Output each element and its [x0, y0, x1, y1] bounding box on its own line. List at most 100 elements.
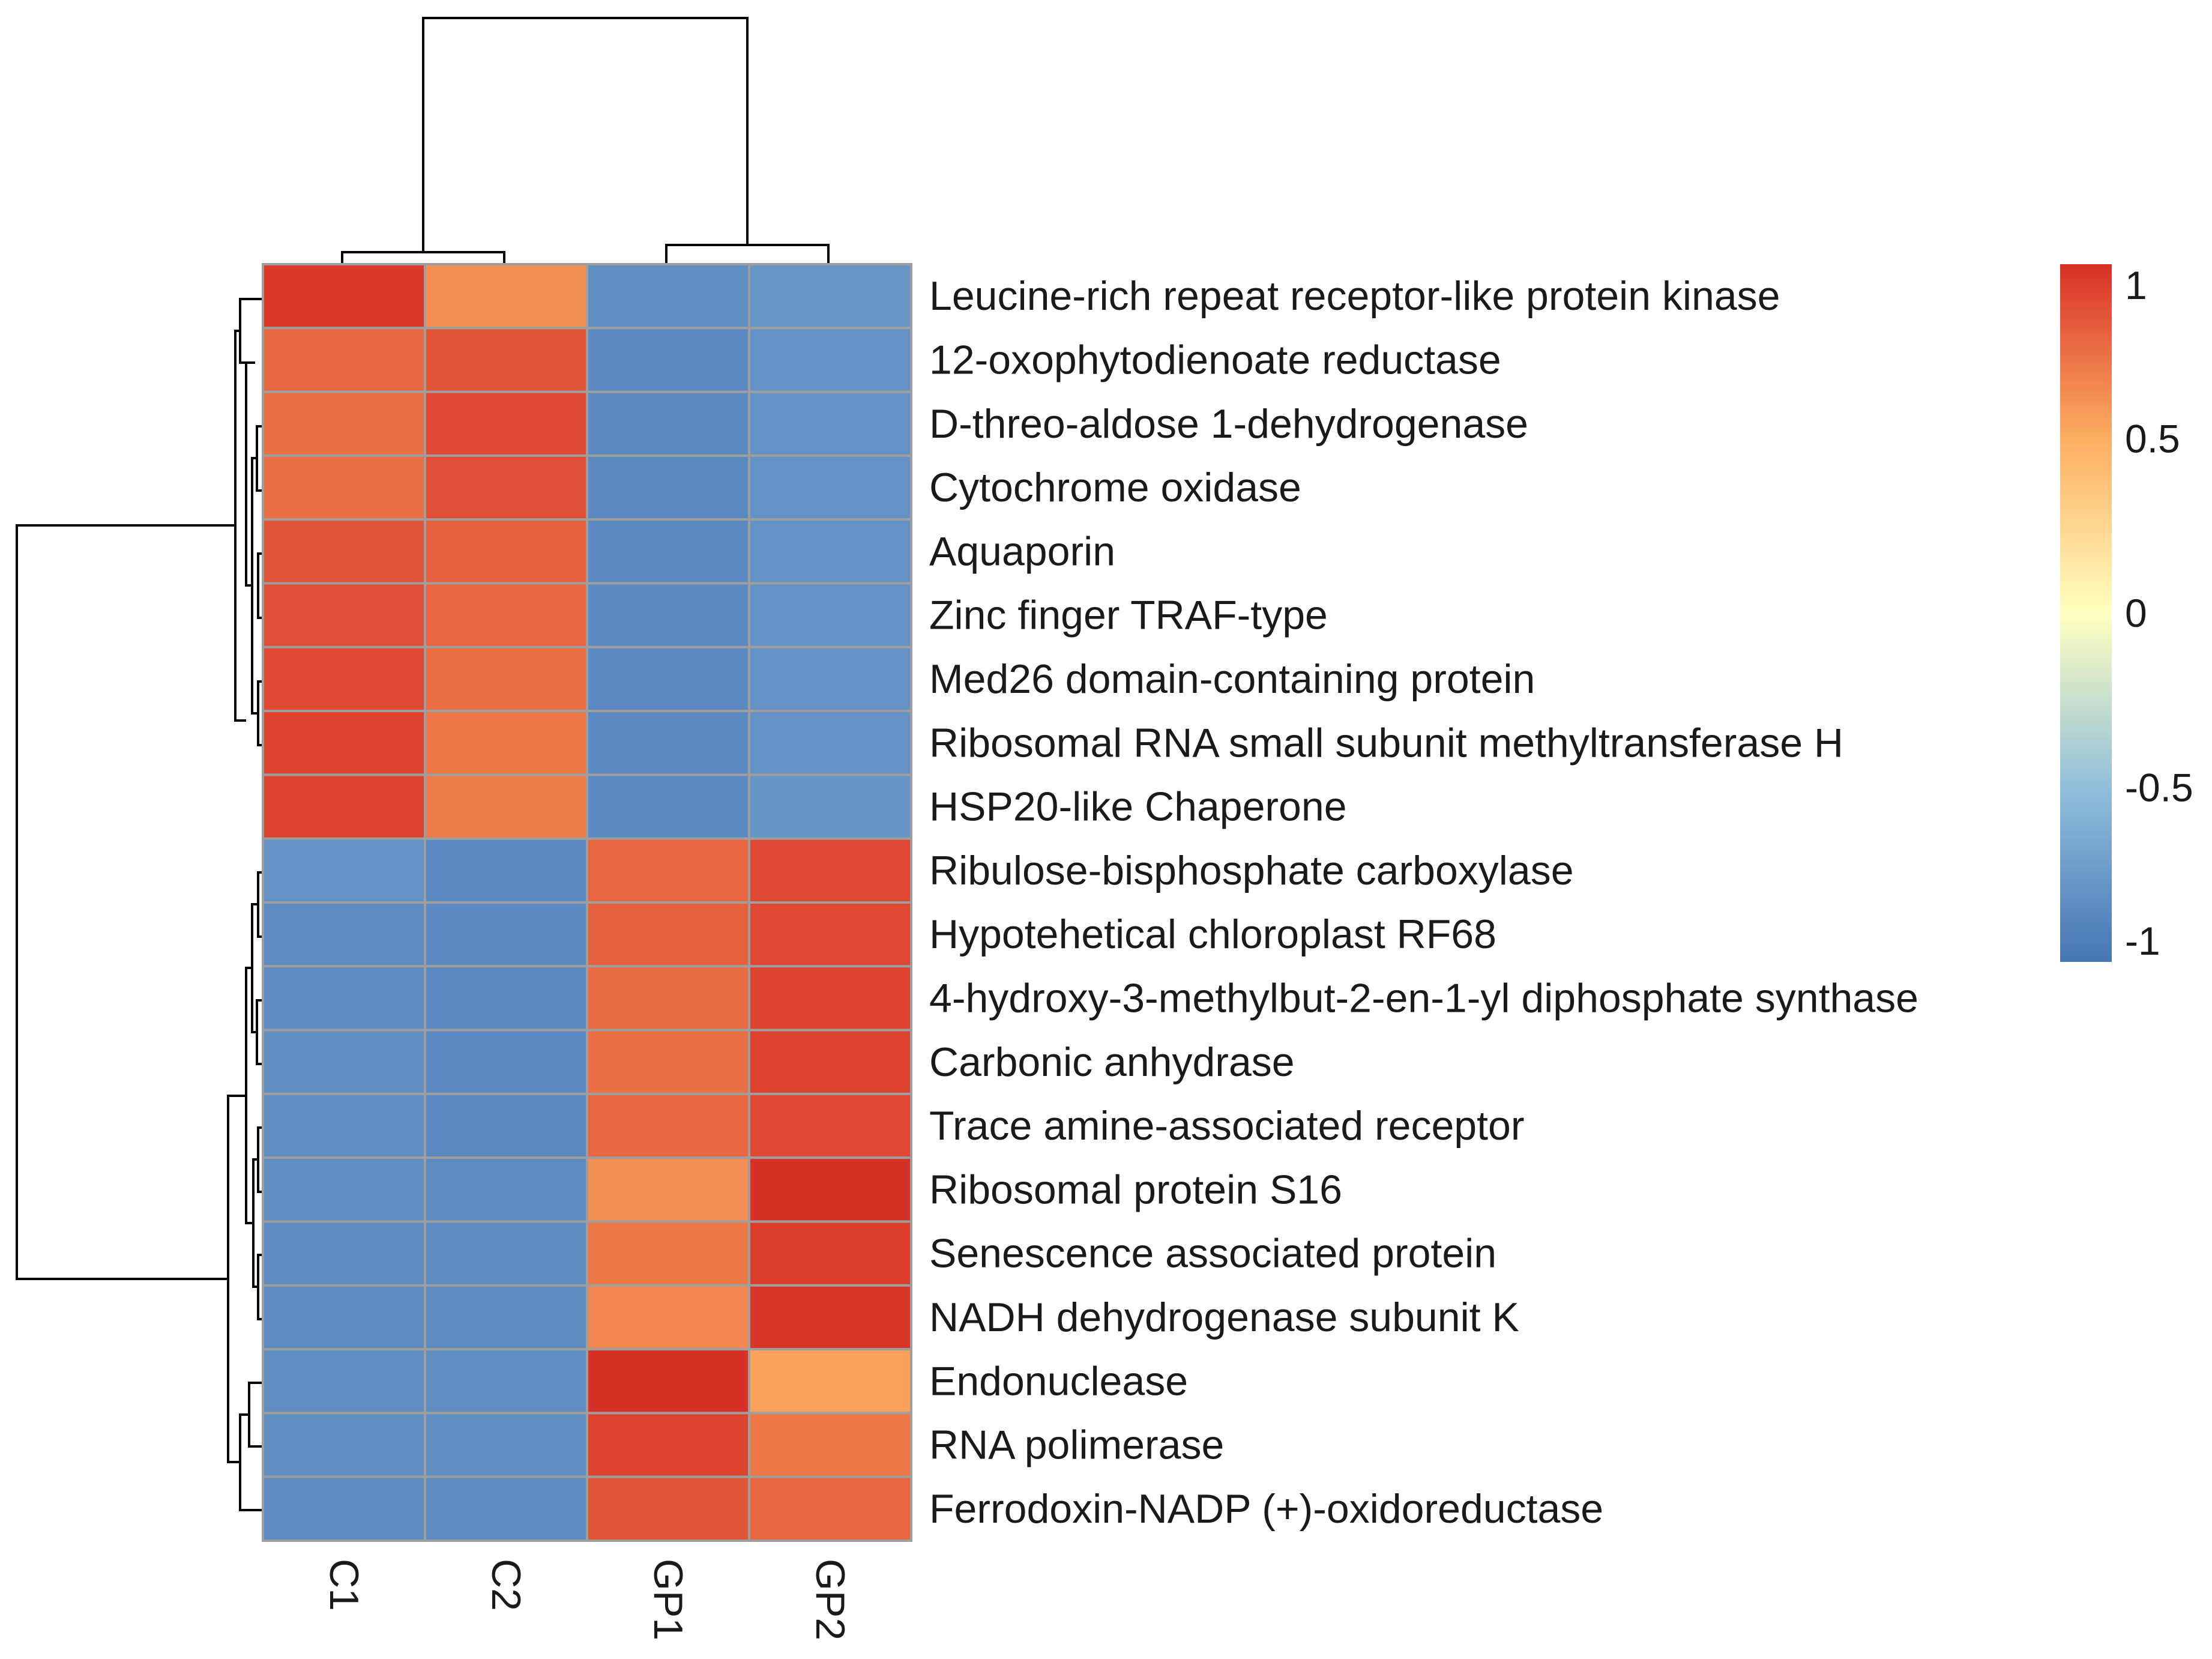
row-label-cytochrome-oxidase: Cytochrome oxidase: [929, 465, 1301, 510]
heatmap-cell-r14-gp1: [586, 1156, 750, 1223]
heatmap-cell-r13-gp2: [748, 1092, 912, 1159]
heatmap-cell-r17-c1: [262, 1348, 426, 1415]
heatmap-cell-r5-gp1: [586, 582, 750, 648]
row-label-med26-domain-containing-protein: Med26 domain-containing protein: [929, 656, 1535, 702]
heatmap-cell-r8-gp2: [748, 773, 912, 840]
row-label-ribosomal-rna-small-subunit-methyltransferase-h: Ribosomal RNA small subunit methyltransf…: [929, 720, 1843, 766]
heatmap-cell-r3-gp2: [748, 454, 912, 521]
heatmap-cell-r13-gp1: [586, 1092, 750, 1159]
col-label-gp1: GP1: [645, 1559, 691, 1640]
heatmap-cell-r7-c2: [424, 710, 588, 776]
row-label-zinc-finger-traf-type: Zinc finger TRAF-type: [929, 593, 1328, 638]
heatmap-cell-r4-c1: [262, 518, 426, 585]
row-label-nadh-dehydrogenase-subunit-k: NADH dehydrogenase subunit K: [929, 1295, 1519, 1340]
heatmap-cell-r17-c2: [424, 1348, 588, 1415]
row-label-aquaporin: Aquaporin: [929, 528, 1115, 574]
heatmap-cell-r13-c1: [262, 1092, 426, 1159]
col-dendro-root: [422, 17, 749, 252]
heatmap-cell-r5-gp2: [748, 582, 912, 648]
heatmap-cell-r10-c2: [424, 901, 588, 968]
heatmap-cell-r2-gp1: [586, 390, 750, 457]
heatmap-cell-r14-c1: [262, 1156, 426, 1223]
heatmap-cell-r12-gp1: [586, 1029, 750, 1095]
row-label-4-hydroxy-3-methylbut-2-en-1-yl-diphosphate-synthase: 4-hydroxy-3-methylbut-2-en-1-yl diphosph…: [929, 975, 1918, 1021]
heatmap-cell-r9-c1: [262, 837, 426, 904]
heatmap-cell-r7-gp1: [586, 710, 750, 776]
heatmap-cell-r16-c2: [424, 1284, 588, 1351]
heatmap-cell-r6-gp1: [586, 645, 750, 713]
row-label-trace-amine-associated-receptor: Trace amine-associated receptor: [929, 1103, 1524, 1149]
row-dendro-upper-f: [245, 361, 255, 587]
heatmap-cell-r18-c2: [424, 1412, 588, 1478]
row-label-ribulose-bisphosphate-carboxylase: Ribulose-bisphosphate carboxylase: [929, 848, 1574, 893]
heatmap-cell-r6-gp2: [748, 645, 912, 713]
heatmap-cell-r15-gp2: [748, 1220, 912, 1287]
heatmap-cell-r17-gp2: [748, 1348, 912, 1415]
row-label-senescence-associated-protein: Senescence associated protein: [929, 1231, 1496, 1277]
row-dendro-upper-c: [257, 552, 263, 619]
legend-tick-label: -1: [2125, 919, 2160, 963]
row-label-leucine-rich-repeat-receptor-like-protein-kinase: Leucine-rich repeat receptor-like protei…: [929, 273, 1780, 319]
heatmap-cell-r19-c2: [424, 1475, 588, 1542]
heatmap-cell-r4-gp2: [748, 518, 912, 585]
row-label-12-oxophytodienoate-reductase: 12-oxophytodienoate reductase: [929, 337, 1501, 382]
legend-tick-label: 0.5: [2125, 417, 2180, 461]
heatmap-cell-r16-gp1: [586, 1284, 750, 1351]
column-labels: C1 C2 GP1 GP2: [321, 1559, 853, 1640]
heatmap-cell-r2-c1: [262, 390, 426, 457]
heatmap-cell-r12-c1: [262, 1029, 426, 1095]
heatmap-cell-r8-gp1: [586, 773, 750, 840]
heatmap-cell-r3-c2: [424, 454, 588, 521]
legend-tick-label: -0.5: [2125, 766, 2193, 810]
heatmap-cell-r1-gp1: [586, 327, 750, 393]
row-dendro-lower-h: [239, 1413, 263, 1511]
heatmap-cell-r13-c2: [424, 1092, 588, 1159]
heatmap-cell-r18-gp2: [748, 1412, 912, 1478]
heatmap-cell-r16-c1: [262, 1284, 426, 1351]
row-label-hsp20-like-chaperone: HSP20-like Chaperone: [929, 784, 1347, 830]
heatmap-cell-r1-gp2: [748, 327, 912, 393]
heatmap-cell-r2-gp2: [748, 390, 912, 457]
heatmap-cell-r10-gp1: [586, 901, 750, 968]
col-dendro-gp1-gp2: [665, 244, 830, 264]
heatmap-cell-r8-c2: [424, 773, 588, 840]
heatmap-cell-r4-gp1: [586, 518, 750, 585]
heatmap-cell-r0-c2: [424, 263, 588, 330]
heatmap-cell-r12-gp2: [748, 1029, 912, 1095]
row-label-carbonic-anhydrase: Carbonic anhydrase: [929, 1039, 1295, 1085]
col-label-c1: C1: [321, 1559, 367, 1611]
heatmap-cell-r11-gp1: [586, 965, 750, 1032]
heatmap-cell-r8-c1: [262, 773, 426, 840]
heatmap-cell-r2-c2: [424, 390, 588, 457]
heatmap-cell-r18-c1: [262, 1412, 426, 1478]
row-dendro-root: [16, 524, 235, 1280]
heatmap-cell-r15-gp1: [586, 1220, 750, 1287]
heatmap-cell-r3-c1: [262, 454, 426, 521]
heatmap-cell-r11-c1: [262, 965, 426, 1032]
heatmap-cell-r16-gp2: [748, 1284, 912, 1351]
heatmap-cell-r15-c1: [262, 1220, 426, 1287]
col-dendro-c1-c2: [341, 251, 505, 264]
heatmap-cell-r6-c2: [424, 645, 588, 713]
row-label-hypotehetical-chloroplast-rf68: Hypotehetical chloroplast RF68: [929, 911, 1496, 957]
heatmap-cell-r1-c2: [424, 327, 588, 393]
col-label-gp2: GP2: [807, 1559, 853, 1640]
row-dendro-lower-e: [248, 1382, 263, 1448]
color-legend: 1 0.5 0 -0.5 -1: [2060, 263, 2193, 963]
heatmap-cell-r19-gp1: [586, 1475, 750, 1542]
heatmap-cell-r0-c1: [262, 263, 426, 330]
legend-tick-label: 0: [2125, 591, 2147, 635]
heatmap-cell-r9-gp1: [586, 837, 750, 904]
heatmap-cell-r17-gp1: [586, 1348, 750, 1415]
row-label-ribosomal-protein-s16: Ribosomal protein S16: [929, 1167, 1342, 1212]
row-label-d-threo-aldose-1-dehydrogenase: D-threo-aldose 1-dehydrogenase: [929, 401, 1528, 447]
heatmap-cell-r12-c2: [424, 1029, 588, 1095]
heatmap-cell-r3-gp1: [586, 454, 750, 521]
legend-color-bar: [2060, 264, 2112, 962]
legend-ticks: 1 0.5 0 -0.5 -1: [2125, 263, 2193, 963]
heatmap-cell-r0-gp2: [748, 263, 912, 330]
heatmap-cell-r9-c2: [424, 837, 588, 904]
row-label-endonuclease: Endonuclease: [929, 1358, 1188, 1404]
row-labels: Leucine-rich repeat receptor-like protei…: [929, 273, 1918, 1532]
